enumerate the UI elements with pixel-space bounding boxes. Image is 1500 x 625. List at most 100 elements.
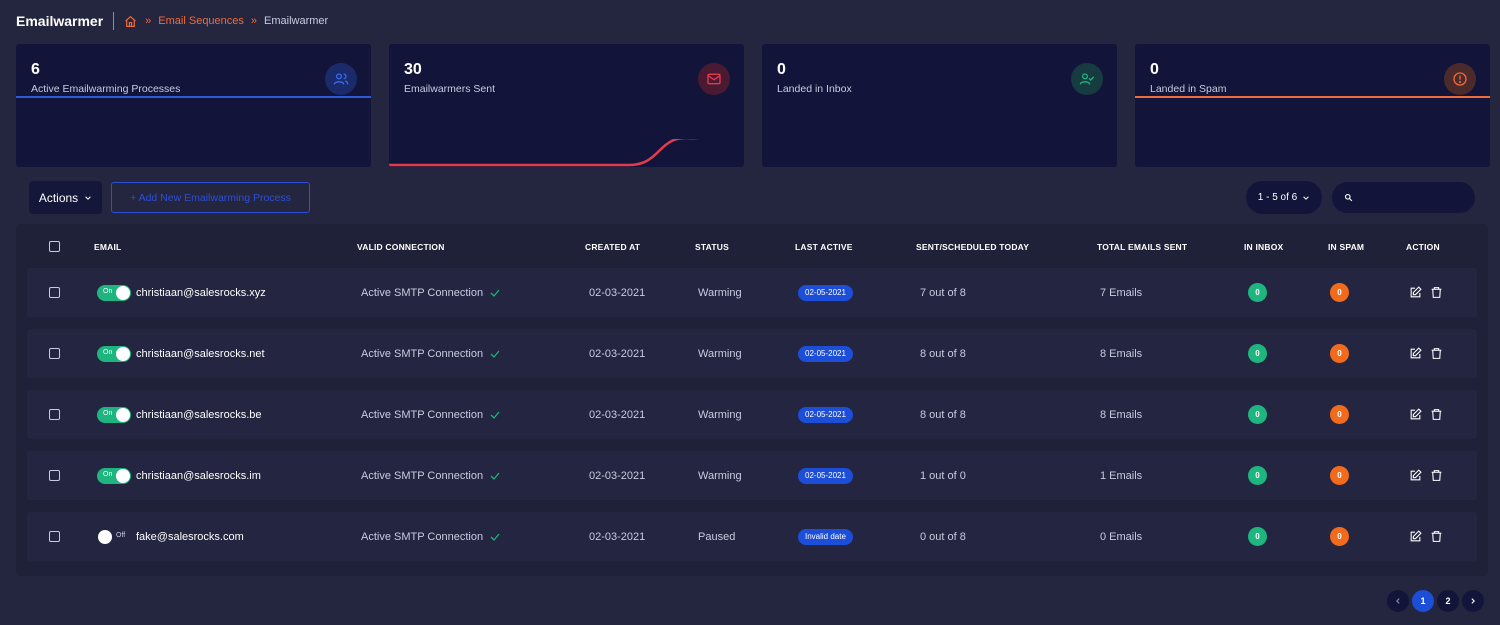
row-status: Warming [698,408,742,421]
sent-sparkline [389,139,699,167]
toggle-knob [116,469,130,483]
page-button-2[interactable]: 2 [1437,590,1459,612]
table-row: On christiaan@salesrocks.xyz Active SMTP… [27,268,1477,317]
stat-card-inbox: 0 Landed in Inbox [762,44,1117,167]
row-last-active: 02-05-2021 [798,390,853,439]
chevron-right-icon [1471,598,1475,604]
edit-icon[interactable] [1409,346,1423,361]
breadcrumb-separator: » [145,15,152,27]
inbox-count-badge: 0 [1248,527,1267,546]
home-icon[interactable] [124,15,138,28]
warming-toggle[interactable]: On [97,407,131,423]
row-in-inbox: 0 [1248,451,1267,500]
row-status: Warming [698,286,742,299]
page-size-select[interactable]: 1 - 5 of 6 [1246,181,1322,214]
last-active-badge: 02-05-2021 [798,345,853,362]
table-row: Off fake@salesrocks.com Active SMTP Conn… [27,512,1477,561]
warming-toggle[interactable]: Off [97,529,131,545]
edit-icon[interactable] [1409,468,1423,483]
edit-icon[interactable] [1409,285,1423,300]
col-last-active: LAST ACTIVE [795,242,853,252]
row-email: christiaan@salesrocks.be [136,408,262,421]
row-checkbox[interactable] [49,348,60,359]
emailwarmer-table: EMAIL VALID CONNECTION CREATED AT STATUS… [16,224,1488,576]
row-created-at: 02-03-2021 [589,347,646,360]
stat-underline [1135,96,1490,98]
table-row: On christiaan@salesrocks.im Active SMTP … [27,451,1477,500]
row-checkbox[interactable] [49,531,60,542]
table-header: EMAIL VALID CONNECTION CREATED AT STATUS… [16,224,1488,268]
trash-icon[interactable] [1430,408,1444,422]
spam-count-badge: 0 [1330,344,1349,363]
row-last-active: 02-05-2021 [798,451,853,500]
col-created-at: CREATED AT [585,242,641,252]
row-created-at: 02-03-2021 [589,286,646,299]
connection-text: Active SMTP Connection [361,530,484,543]
row-total-sent: 0 Emails [1100,530,1143,543]
row-created-at: 02-03-2021 [589,469,646,482]
row-last-active: Invalid date [798,512,853,561]
check-icon [490,472,500,480]
add-emailwarming-process-button[interactable]: + Add New Emailwarming Process [111,182,310,213]
toggle-knob [116,286,130,300]
next-page-button[interactable] [1462,590,1484,612]
toggle-text: On [103,288,113,295]
users-icon [325,63,357,95]
col-in-inbox: IN INBOX [1244,242,1284,252]
chevron-down-icon [85,195,91,200]
header-divider [113,12,115,30]
row-checkbox[interactable] [49,470,60,481]
row-created-at: 02-03-2021 [589,408,646,421]
warming-toggle[interactable]: On [97,346,131,362]
inbox-count-badge: 0 [1248,466,1267,485]
row-actions [1409,329,1451,378]
last-active-badge: 02-05-2021 [798,406,853,423]
actions-label: Actions [38,190,79,205]
toggle-text: On [103,349,113,356]
row-in-spam: 0 [1330,329,1349,378]
trash-icon[interactable] [1430,347,1444,361]
row-sent-today: 8 out of 8 [920,408,966,421]
trash-icon[interactable] [1430,469,1444,483]
row-status: Paused [698,530,736,543]
row-actions [1409,268,1451,317]
row-checkbox[interactable] [49,287,60,298]
row-created-at: 02-03-2021 [589,530,646,543]
row-checkbox[interactable] [49,409,60,420]
col-status: STATUS [695,242,729,252]
row-email: christiaan@salesrocks.xyz [136,286,266,299]
row-status: Warming [698,347,742,360]
warming-toggle[interactable]: On [97,468,131,484]
select-all-checkbox[interactable] [49,241,60,252]
trash-icon[interactable] [1430,286,1444,300]
prev-page-button[interactable] [1387,590,1409,612]
page-range-label: 1 - 5 of 6 [1257,192,1298,203]
col-sent-today: SENT/SCHEDULED TODAY [916,242,1030,252]
check-icon [490,533,500,541]
table-row: On christiaan@salesrocks.net Active SMTP… [27,329,1477,378]
toggle-text: On [103,471,113,478]
page-title: Emailwarmer [16,13,104,29]
stat-card-active-processes: 6 Active Emailwarming Processes [16,44,371,167]
connection-text: Active SMTP Connection [361,469,484,482]
search-input[interactable] [1359,191,1469,204]
row-last-active: 02-05-2021 [798,268,853,317]
row-status: Warming [698,469,742,482]
connection-text: Active SMTP Connection [361,347,484,360]
row-email: christiaan@salesrocks.net [136,347,265,360]
breadcrumb-email-sequences[interactable]: Email Sequences [158,15,244,27]
col-action: ACTION [1406,242,1440,252]
row-sent-today: 7 out of 8 [920,286,966,299]
trash-icon[interactable] [1430,530,1444,544]
warming-toggle[interactable]: On [97,285,131,301]
actions-dropdown-button[interactable]: Actions [29,181,102,214]
row-connection: Active SMTP Connection [361,329,501,378]
stat-value: 30 [404,61,422,78]
edit-icon[interactable] [1409,529,1423,544]
search-box[interactable] [1332,182,1475,213]
toggle-knob [98,530,112,544]
row-total-sent: 7 Emails [1100,286,1143,299]
row-total-sent: 8 Emails [1100,347,1143,360]
page-button-1[interactable]: 1 [1412,590,1434,612]
edit-icon[interactable] [1409,407,1423,422]
